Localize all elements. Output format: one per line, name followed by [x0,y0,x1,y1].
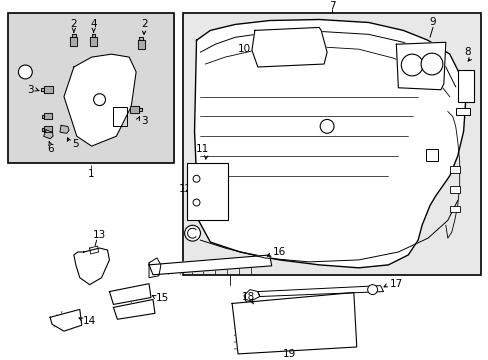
Polygon shape [130,106,139,113]
Text: 4: 4 [90,19,97,30]
Text: 3: 3 [27,85,34,95]
Circle shape [420,53,442,75]
Bar [449,206,459,212]
Polygon shape [232,293,356,354]
Text: 14: 14 [83,316,96,326]
Polygon shape [50,309,81,331]
Text: 7: 7 [328,1,335,11]
Polygon shape [41,88,44,91]
Polygon shape [194,19,465,268]
Circle shape [401,54,422,76]
Polygon shape [244,289,259,301]
Polygon shape [257,285,383,297]
Text: 11: 11 [195,144,209,154]
Polygon shape [109,284,151,305]
Text: 2: 2 [141,19,147,30]
Polygon shape [72,34,76,37]
Text: 16: 16 [272,247,285,257]
Polygon shape [92,34,95,37]
Text: 18: 18 [241,292,254,302]
Polygon shape [90,37,97,46]
Polygon shape [396,42,445,90]
Text: 9: 9 [429,18,435,27]
Bar [183,13,481,275]
Polygon shape [74,248,109,285]
Polygon shape [43,130,53,139]
Polygon shape [44,113,52,120]
Polygon shape [60,125,69,133]
Text: 5: 5 [72,139,79,149]
Polygon shape [149,258,161,278]
Polygon shape [89,246,99,254]
Polygon shape [44,126,52,132]
Text: 10: 10 [237,44,250,54]
Circle shape [19,65,32,79]
Polygon shape [41,128,44,131]
Text: 17: 17 [389,279,402,289]
Bar [449,186,459,193]
Bar [449,166,459,173]
Text: 2: 2 [70,19,77,30]
Polygon shape [139,37,142,40]
Polygon shape [251,27,326,67]
Bar [186,163,228,220]
Circle shape [184,225,200,241]
Text: 19: 19 [283,349,296,359]
Polygon shape [64,54,136,146]
Bar [113,107,127,126]
Text: 3: 3 [141,116,147,126]
Text: 12: 12 [179,184,192,194]
Bar [455,108,468,116]
Text: 15: 15 [156,293,169,302]
Text: 1: 1 [87,169,94,179]
Polygon shape [44,86,53,93]
Circle shape [367,285,377,294]
Text: 6: 6 [47,144,53,154]
Bar [457,70,472,102]
Text: 8: 8 [463,47,470,57]
Polygon shape [41,115,44,118]
Polygon shape [113,300,155,319]
Bar [425,149,437,161]
Polygon shape [70,37,77,46]
Bar [7,13,173,163]
Polygon shape [137,40,144,49]
Polygon shape [149,255,271,275]
Text: 13: 13 [93,230,106,240]
Polygon shape [139,108,142,111]
